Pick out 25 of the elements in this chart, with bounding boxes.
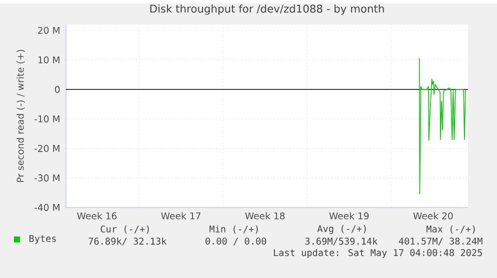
chart-title: Disk throughput for /dev/zd1088 - by month bbox=[150, 4, 384, 15]
y-tick-label: 0 bbox=[54, 86, 60, 93]
x-tick-label: Week 19 bbox=[329, 212, 369, 220]
text: Avg (-/+) bbox=[317, 224, 366, 234]
y-tick-label: -30 M bbox=[34, 174, 60, 182]
x-tick-label: Week 18 bbox=[245, 212, 285, 220]
x-tick-label: Week 16 bbox=[77, 212, 117, 220]
y-tick-label: -10 M bbox=[34, 115, 60, 122]
y-tick-label: 10 M bbox=[38, 56, 60, 64]
line-series bbox=[418, 57, 466, 194]
text: Min (-/+) bbox=[210, 225, 258, 234]
text: 76.89k/ 32.13k bbox=[88, 237, 167, 246]
y-tick-label: -40 M bbox=[34, 204, 60, 211]
text: 0.00 / 0.00 bbox=[206, 237, 266, 246]
y-axis-title: Pr second read (-) / write (+) bbox=[16, 50, 25, 182]
y-tick-label: -20 M bbox=[34, 144, 60, 152]
text: Max (-/+) bbox=[426, 225, 475, 234]
x-tick-label: Week 20 bbox=[413, 212, 453, 220]
text: 401.57M/ 38.24M bbox=[398, 237, 482, 246]
x-tick-label: Week 17 bbox=[161, 212, 200, 220]
text: Cur (-/+) bbox=[100, 225, 149, 234]
legend-label: Bytes bbox=[29, 234, 56, 244]
y-tick-label: 20 M bbox=[38, 26, 60, 34]
text: 3.69M/539.14k bbox=[305, 237, 378, 246]
text: Last update: Sat May 17 04:00:48 2025 bbox=[274, 248, 482, 258]
